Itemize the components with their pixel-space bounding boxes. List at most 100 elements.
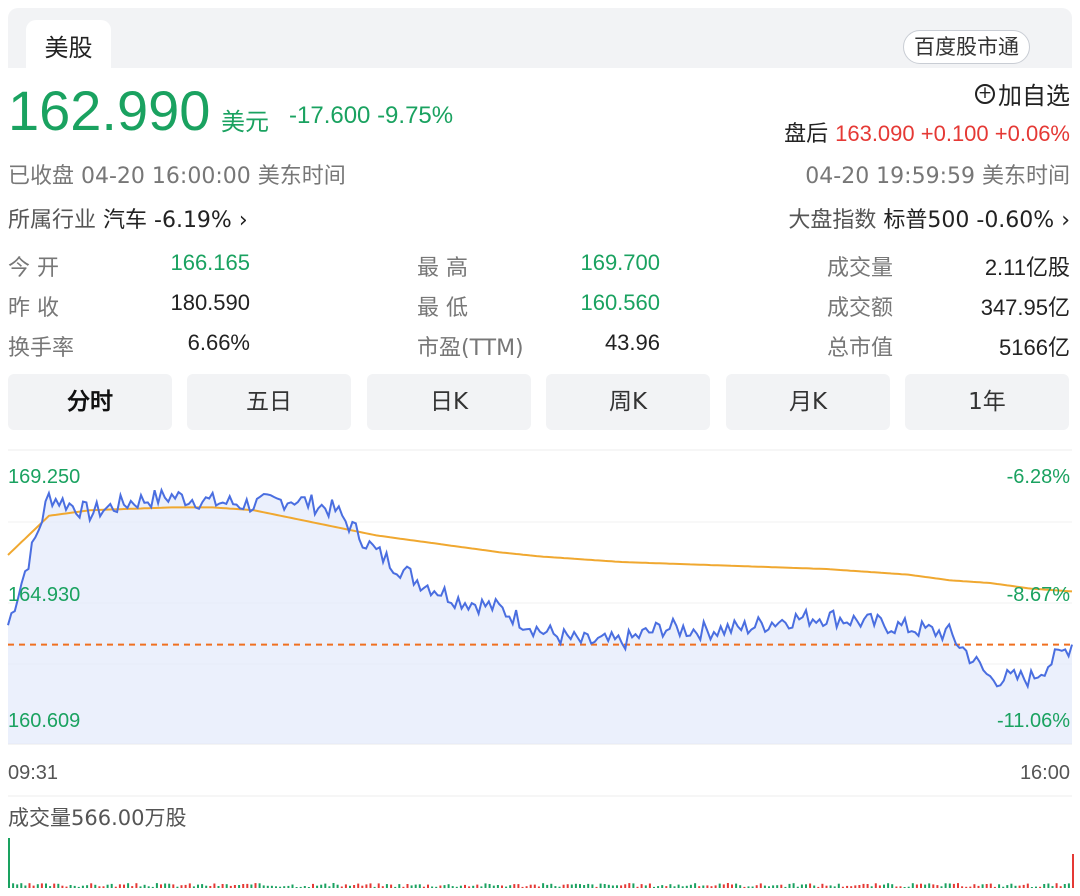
volume-bar (340, 886, 343, 888)
volume-bar (915, 884, 918, 888)
volume-bar (751, 886, 754, 888)
volume-bar (887, 883, 890, 888)
x-axis-start-label: 09:31 (8, 762, 59, 784)
volume-bar (878, 885, 881, 888)
volume-bar (246, 883, 249, 888)
volume-bar (427, 884, 429, 888)
volume-bar (353, 885, 356, 888)
volume-bar (640, 884, 643, 888)
volume-bar (722, 884, 725, 888)
volume-bar (476, 884, 479, 888)
volume-bar (874, 883, 877, 888)
volume-bar (932, 884, 935, 888)
volume-bar (106, 884, 109, 888)
volume-bar (160, 884, 162, 888)
volume-bar (1002, 886, 1005, 888)
volume-bar (870, 886, 873, 888)
volume-bar (928, 883, 931, 888)
volume-bar (669, 884, 672, 888)
volume-bar (8, 838, 10, 888)
tab-us-stocks[interactable]: 美股 (26, 20, 111, 78)
after-hours-value: 163.090 +0.100 +0.06% (835, 121, 1070, 146)
volume-bar (24, 885, 27, 888)
volume-bar (484, 883, 487, 888)
volume-bar (135, 883, 138, 888)
volume-bar (385, 884, 388, 888)
volume-bar (221, 884, 224, 888)
volume-bar (1067, 883, 1070, 888)
volume-bar (1055, 883, 1058, 888)
volume-bar (944, 883, 947, 888)
volume-bar (439, 885, 442, 888)
volume-bar (920, 883, 922, 888)
volume-bar (948, 883, 951, 888)
period-monthly-k-button[interactable]: 月K (726, 374, 890, 430)
volume-bar (665, 886, 668, 888)
volume-bar (755, 885, 758, 888)
pct-axis-bottom-label: -11.06% (996, 710, 1070, 732)
volume-bar (316, 885, 319, 888)
low-label: 最 低 (417, 296, 468, 321)
volume-bar (435, 886, 438, 888)
volume-bar (579, 884, 581, 888)
period-daily-k-button[interactable]: 日K (367, 374, 531, 430)
volume-bar (788, 883, 791, 888)
industry-label: 所属行业 (8, 208, 97, 233)
baidu-stock-app-button[interactable]: 百度股市通 (903, 30, 1030, 64)
volume-bar (1018, 885, 1021, 888)
pct-axis-mid-label: -8.67% (1006, 584, 1070, 606)
volume-bar (81, 885, 84, 888)
volume-bar (858, 885, 861, 888)
period-5day-button[interactable]: 五日 (187, 374, 351, 430)
period-1year-button[interactable]: 1年 (905, 374, 1069, 430)
volume-bar (36, 884, 39, 888)
volume-bar (850, 886, 853, 888)
turnover-label: 换手率 (8, 336, 75, 361)
volume-bar (620, 885, 623, 888)
volume-bar (480, 886, 483, 888)
volume-bar (636, 886, 639, 888)
period-weekly-k-button[interactable]: 周K (546, 374, 710, 430)
period-intraday-button[interactable]: 分时 (8, 374, 172, 430)
volume-bar (805, 884, 807, 888)
volume-bar (685, 885, 688, 888)
volume-bar (768, 886, 770, 888)
volume-bar (1072, 854, 1074, 888)
volume-bar (817, 886, 820, 888)
volume-label: 成交量 (827, 256, 894, 281)
volume-bar (209, 886, 212, 888)
volume-bar (238, 885, 241, 888)
industry-value: 汽车 -6.19% › (103, 208, 248, 233)
volume-bar (1063, 884, 1066, 888)
volume-bar (295, 887, 298, 888)
volume-bar (172, 884, 175, 888)
volume-bar (940, 886, 943, 888)
volume-bar (73, 885, 76, 888)
volume-bar (907, 886, 910, 888)
volume-label: 成交量566.00万股 (8, 806, 187, 830)
after-hours-quote: 盘后 163.090 +0.100 +0.06% (784, 116, 1070, 148)
volume-bar (114, 886, 117, 888)
volume-bar (689, 884, 692, 888)
volume-bar (344, 884, 347, 888)
volume-bar (961, 886, 964, 888)
low-value: 160.560 (580, 290, 660, 315)
intraday-chart[interactable] (0, 440, 1080, 896)
volume-bar (829, 885, 832, 888)
turnover-value: 6.66% (187, 330, 250, 355)
after-hours-label: 盘后 (784, 122, 829, 147)
industry-link[interactable]: 所属行业 汽车 -6.19% › (8, 202, 248, 234)
add-watchlist-button[interactable]: + 加自选 (975, 76, 1070, 111)
volume-bar (800, 884, 803, 888)
volume-bar (973, 884, 976, 888)
volume-bar (328, 886, 331, 888)
volume-bar (1006, 885, 1009, 888)
volume-bar (77, 886, 80, 888)
volume-bar (989, 883, 992, 888)
volume-bar (447, 884, 450, 888)
market-index-link[interactable]: 大盘指数 标普500 -0.60% › (788, 202, 1070, 234)
volume-bar (192, 886, 195, 888)
volume-bar (813, 885, 816, 888)
volume-bar (1039, 886, 1042, 888)
volume-bar (197, 884, 199, 888)
